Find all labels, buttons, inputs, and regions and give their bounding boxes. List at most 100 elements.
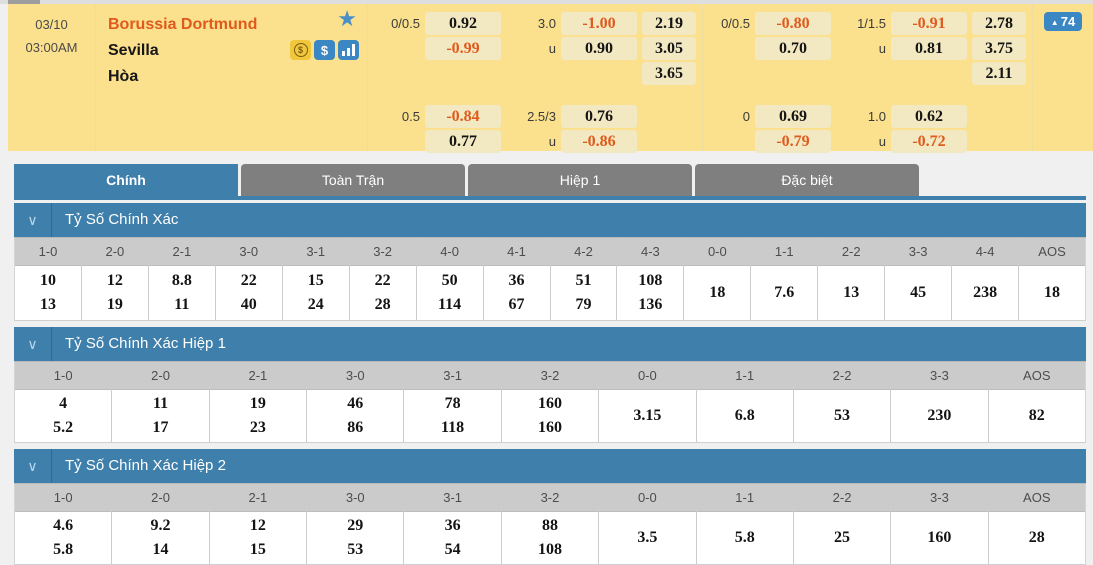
cashout-coin-icon[interactable]: $ xyxy=(290,40,311,60)
score-header: 2-1 xyxy=(209,362,307,390)
score-odds-cell[interactable]: 160 160 xyxy=(537,395,562,436)
score-column-3-2: 3-2 22 28 xyxy=(349,238,417,320)
score-odds-cell[interactable]: 4 5.2 xyxy=(53,395,74,436)
section-title: Tỷ Số Chính Xác xyxy=(65,211,179,228)
score-header: AOS xyxy=(1019,238,1085,266)
score-odds-cell[interactable]: 19 23 xyxy=(249,395,266,436)
score-odds-cell[interactable]: 3.15 xyxy=(633,407,662,424)
handicap2-away-odds[interactable]: 0.77 xyxy=(425,130,501,153)
score-odds-cell[interactable]: 3.5 xyxy=(637,529,658,546)
over2-odds[interactable]: 0.62 xyxy=(891,105,967,128)
score-odds-cell[interactable]: 4.6 5.8 xyxy=(53,517,74,558)
handicap2-home-odds[interactable]: -0.84 xyxy=(425,105,501,128)
score-header: 1-1 xyxy=(696,362,793,390)
score-odds-cell[interactable]: 8.8 11 xyxy=(171,272,192,313)
score-header: 2-2 xyxy=(793,362,891,390)
score-column-2-0: 2-0 9.2 14 xyxy=(112,484,210,564)
score-odds-cell[interactable]: 78 118 xyxy=(441,395,465,436)
score-odds-cell[interactable]: 36 67 xyxy=(508,272,525,313)
score-column-0-0: 0-0 3.5 xyxy=(599,484,697,564)
score-odds-cell[interactable]: 5.8 xyxy=(734,529,755,546)
score-odds-cell[interactable]: 25 xyxy=(834,529,851,546)
score-header: 3-1 xyxy=(404,362,501,390)
score-odds-cell[interactable]: 29 53 xyxy=(347,517,364,558)
score-odds-cell[interactable]: 6.8 xyxy=(734,407,755,424)
section-title: Tỷ Số Chính Xác Hiệp 1 xyxy=(65,335,226,352)
score-odds-cell[interactable]: 36 54 xyxy=(444,517,461,558)
over-odds[interactable]: -1.00 xyxy=(561,12,637,35)
over-odds[interactable]: -0.91 xyxy=(891,12,967,35)
score-odds-cell[interactable]: 53 xyxy=(834,407,851,424)
tab-hiep-1[interactable]: Hiệp 1 xyxy=(468,164,692,196)
score-header: 3-2 xyxy=(501,484,599,512)
score-odds-cell[interactable]: 22 28 xyxy=(374,272,391,313)
score-column-3-3: 3-3 45 xyxy=(885,238,953,320)
tab-dac-biet[interactable]: Đặc biệt xyxy=(695,164,919,196)
score-odds-cell[interactable]: 12 15 xyxy=(249,517,266,558)
handicap-away-odds[interactable]: 0.70 xyxy=(755,37,831,60)
score-odds-cell[interactable]: 9.2 14 xyxy=(150,517,171,558)
score-header: 2-0 xyxy=(112,362,209,390)
x12-away-odds[interactable]: 3.75 xyxy=(972,37,1026,60)
tab-chinh[interactable]: Chính xyxy=(14,164,238,196)
chevron-down-icon[interactable]: ∨ xyxy=(14,327,52,361)
handicap-home-odds[interactable]: 0.92 xyxy=(425,12,501,35)
tab-toan-tran[interactable]: Toàn Trận xyxy=(241,164,465,196)
over2-odds[interactable]: 0.76 xyxy=(561,105,637,128)
score-column-1-0: 1-0 4.6 5.8 xyxy=(15,484,113,564)
x12-draw-odds[interactable]: 2.11 xyxy=(972,62,1026,85)
score-odds-cell[interactable]: 82 xyxy=(1028,407,1045,424)
x12-away-odds[interactable]: 3.05 xyxy=(642,37,696,60)
under-odds[interactable]: 0.90 xyxy=(561,37,637,60)
score-odds-cell[interactable]: 238 xyxy=(973,284,998,301)
score-header: 0-0 xyxy=(684,238,751,266)
handicap-away-odds[interactable]: -0.99 xyxy=(425,37,501,60)
under-label: u xyxy=(548,41,556,56)
x12-home-odds[interactable]: 2.78 xyxy=(972,12,1026,35)
more-markets-badge[interactable]: ▲ 74 xyxy=(1043,12,1083,31)
chevron-down-icon[interactable]: ∨ xyxy=(14,449,52,483)
score-odds-cell[interactable]: 18 xyxy=(1044,284,1061,301)
handicap2-away-odds[interactable]: -0.79 xyxy=(755,130,831,153)
under2-odds[interactable]: -0.72 xyxy=(891,130,967,153)
score-header: 3-2 xyxy=(349,238,416,266)
correct-score-h2-table: 1-0 4.6 5.8 2-0 9.2 14 2-1 12 15 3-0 29 53 3-1 36 54 3-… xyxy=(14,483,1086,565)
score-header: 4-2 xyxy=(550,238,617,266)
score-odds-cell[interactable]: 7.6 xyxy=(774,284,795,301)
score-odds-cell[interactable]: 12 19 xyxy=(106,272,123,313)
score-odds-cell[interactable]: 10 13 xyxy=(39,272,56,313)
score-column-0-0: 0-0 18 xyxy=(684,238,752,320)
score-odds-cell[interactable]: 11 17 xyxy=(152,395,169,436)
score-odds-cell[interactable]: 22 40 xyxy=(240,272,257,313)
handicap2-home-odds[interactable]: 0.69 xyxy=(755,105,831,128)
section-title: Tỷ Số Chính Xác Hiệp 2 xyxy=(65,457,226,474)
score-odds-cell[interactable]: 50 114 xyxy=(438,272,462,313)
score-odds-cell[interactable]: 88 108 xyxy=(537,517,562,558)
correct-score-h1-table: 1-0 4 5.2 2-0 11 17 2-1 19 23 3-0 46 86 3-1 78 118 3-2 1… xyxy=(14,361,1086,443)
score-odds-cell[interactable]: 160 xyxy=(927,529,952,546)
under2-odds[interactable]: -0.86 xyxy=(561,130,637,153)
x12-home-odds[interactable]: 2.19 xyxy=(642,12,696,35)
score-odds-cell[interactable]: 15 24 xyxy=(307,272,324,313)
score-column-3-1: 3-1 15 24 xyxy=(282,238,350,320)
score-odds-cell[interactable]: 51 79 xyxy=(575,272,592,313)
score-odds-cell[interactable]: 46 86 xyxy=(347,395,364,436)
handicap-home-odds[interactable]: -0.80 xyxy=(755,12,831,35)
bar-chart-stats-icon[interactable] xyxy=(338,40,359,60)
score-header: 4-3 xyxy=(617,238,684,266)
chevron-down-icon[interactable]: ∨ xyxy=(14,203,52,237)
score-odds-cell[interactable]: 13 xyxy=(843,284,860,301)
score-column-3-2: 3-2 88 108 xyxy=(501,484,600,564)
score-column-AOS: AOS 82 xyxy=(988,362,1086,442)
score-odds-cell[interactable]: 230 xyxy=(927,407,952,424)
score-odds-cell[interactable]: 45 xyxy=(910,284,927,301)
x12-draw-odds[interactable]: 3.65 xyxy=(642,62,696,85)
match-tool-icons: $ $ xyxy=(290,40,359,60)
score-odds-cell[interactable]: 18 xyxy=(709,284,726,301)
score-odds-cell[interactable]: 28 xyxy=(1028,529,1045,546)
under-odds[interactable]: 0.81 xyxy=(891,37,967,60)
money-dollar-icon[interactable]: $ xyxy=(314,40,335,60)
odds-block-firsthalf: 0/0.5 -0.80 1/1.5 -0.91 2.78 0.70 u 0.81… xyxy=(703,4,1033,153)
favorite-star-icon[interactable]: ★ xyxy=(337,6,357,31)
score-odds-cell[interactable]: 108 136 xyxy=(638,272,663,313)
